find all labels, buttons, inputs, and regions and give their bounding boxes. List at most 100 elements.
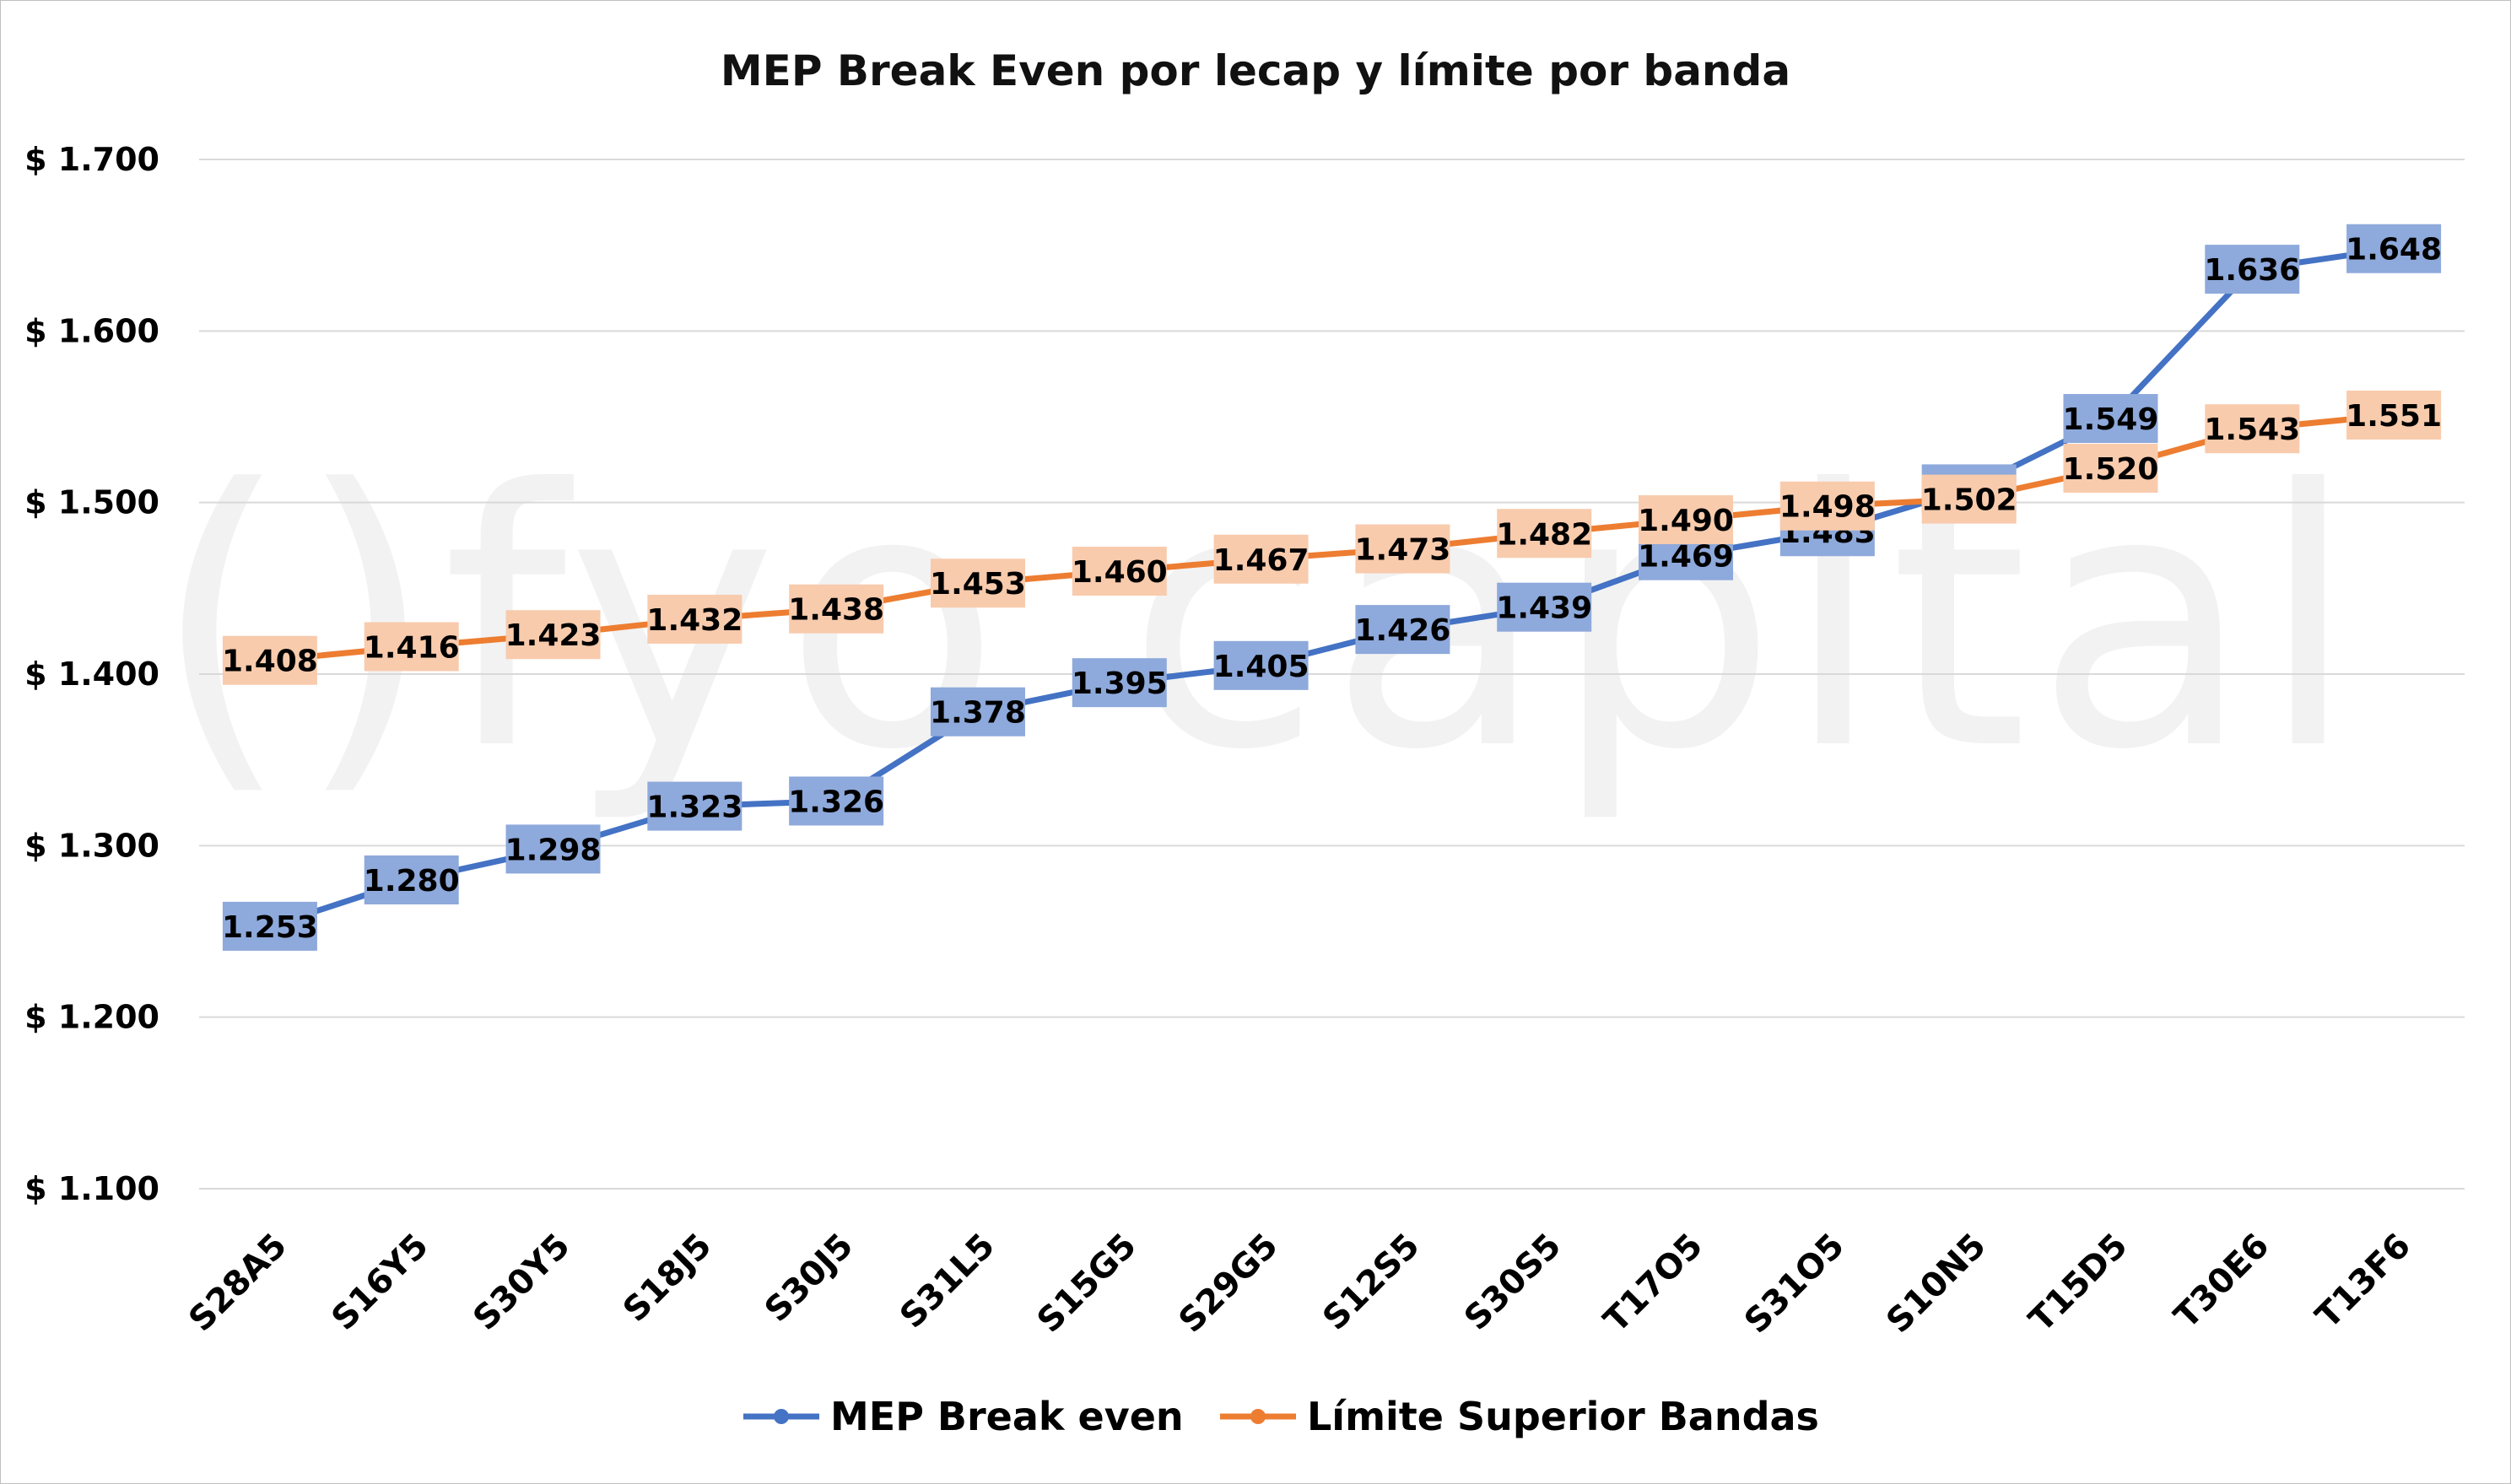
data-label: 1.423 [505, 618, 602, 653]
data-label: 1.438 [788, 593, 884, 628]
data-label: 1.253 [222, 910, 318, 945]
x-tick-label: S15G5 [1030, 1227, 1144, 1341]
data-label-box [930, 687, 1025, 737]
data-label-box [1497, 509, 1592, 559]
data-label-box [789, 584, 884, 634]
data-label: 1.326 [788, 785, 884, 819]
data-label: 1.469 [1638, 540, 1734, 575]
x-tick-label: T17O5 [1596, 1227, 1710, 1341]
x-tick-label: S16Y5 [324, 1227, 435, 1338]
data-label: 1.490 [1638, 504, 1734, 538]
data-label-box [2205, 245, 2300, 294]
legend-label-limite: Límite Superior Bandas [1307, 1394, 1819, 1439]
data-label-box [2346, 390, 2442, 440]
data-label-box [505, 610, 601, 660]
y-tick-label: $ 1.100 [24, 1170, 159, 1207]
data-label-box [1213, 534, 1309, 584]
data-label-box [647, 781, 742, 831]
x-tick-label: S18J5 [616, 1227, 719, 1330]
data-label: 1.520 [2063, 452, 2159, 487]
legend-item-mep[interactable]: MEP Break even [743, 1394, 1184, 1439]
data-label-box [1779, 481, 1875, 531]
watermark-logo: ()fyo capital [152, 415, 2364, 828]
data-labels-limite: 1.408 1.416 1.423 1.432 1.438 1.453 1.460 1.467… [222, 390, 2442, 685]
x-tick-label: S31L5 [893, 1227, 1002, 1336]
data-label-box [2346, 224, 2442, 273]
y-tick-label: $ 1.300 [24, 827, 159, 864]
data-label-box [1355, 605, 1450, 655]
x-tick-label: S30Y5 [466, 1227, 577, 1338]
series-layer: 1.253 1.280 1.298 1.323 1.326 1.378 1.395 1.405… [222, 224, 2442, 951]
legend-marker-mep [774, 1409, 789, 1424]
data-label-box [789, 776, 884, 826]
x-tick-label: T30E6 [2167, 1227, 2276, 1336]
data-label-box [930, 559, 1025, 608]
legend-label-mep: MEP Break even [830, 1394, 1184, 1439]
gridlines [199, 159, 2465, 1190]
data-label: 1.405 [1213, 650, 1310, 684]
data-label: 1.502 [1921, 483, 2017, 518]
y-tick-label: $ 1.200 [24, 999, 159, 1036]
data-label: 1.432 [646, 603, 742, 638]
data-label: 1.467 [1213, 543, 1310, 578]
series-line [267, 412, 2397, 664]
data-label: 1.543 [2204, 413, 2300, 447]
data-label-box [505, 824, 601, 874]
data-label-box [1355, 524, 1450, 574]
data-label: 1.395 [1072, 666, 1168, 701]
data-label: 1.636 [2204, 253, 2300, 288]
data-label: 1.323 [646, 791, 742, 825]
data-label: 1.280 [364, 864, 460, 898]
y-axis: $ 1.100 $ 1.200 $ 1.300 $ 1.400 $ 1.500 $ 1.6… [24, 141, 159, 1207]
x-tick-label: S31O5 [1737, 1227, 1852, 1341]
y-tick-label: $ 1.600 [24, 312, 159, 349]
data-label-box [2205, 404, 2300, 454]
data-label: 1.408 [222, 645, 318, 679]
data-label: 1.426 [1354, 613, 1450, 648]
chart-title: MEP Break Even por lecap y límite por ba… [721, 46, 1790, 95]
data-label: 1.549 [2063, 402, 2159, 437]
data-label-box [1497, 582, 1592, 632]
data-label: 1.439 [1496, 591, 1592, 626]
x-tick-label: S10N5 [1879, 1227, 1994, 1341]
data-label: 1.460 [1072, 555, 1168, 590]
x-tick-label: T15D5 [2022, 1227, 2135, 1340]
x-tick-label: S28A5 [181, 1227, 294, 1340]
data-label: 1.416 [364, 630, 460, 665]
legend: MEP Break even Límite Superior Bandas [743, 1394, 1819, 1439]
data-label: 1.298 [505, 833, 602, 867]
data-label-box [2063, 444, 2158, 493]
data-label: 1.482 [1496, 517, 1592, 552]
data-label: 1.453 [930, 567, 1026, 602]
data-label: 1.378 [930, 696, 1026, 731]
legend-item-limite[interactable]: Límite Superior Bandas [1220, 1394, 1819, 1439]
x-tick-label: S12S5 [1315, 1227, 1427, 1338]
data-label-box [364, 855, 459, 904]
data-label-box [1072, 658, 1167, 708]
x-tick-label: S29G5 [1172, 1227, 1286, 1341]
data-label: 1.498 [1779, 490, 1876, 525]
legend-marker-limite [1250, 1409, 1266, 1424]
data-label: 1.551 [2346, 399, 2442, 434]
data-label-box [222, 635, 317, 685]
y-tick-label: $ 1.700 [24, 141, 159, 178]
x-tick-label: T13F6 [2308, 1227, 2418, 1336]
data-label-box [364, 622, 459, 672]
data-label-box [1072, 547, 1167, 596]
y-tick-label: $ 1.500 [24, 484, 159, 521]
x-axis: S28A5 S16Y5 S30Y5 S18J5 S30J5 S31L5 S15G5 S29G5… [181, 1227, 2418, 1341]
data-label-box [1921, 474, 2017, 524]
y-tick-label: $ 1.400 [24, 656, 159, 693]
data-label-box [1639, 495, 1734, 544]
series-line [267, 246, 2397, 930]
data-label-box [222, 901, 317, 951]
data-label: 1.648 [2346, 233, 2442, 267]
x-tick-label: S30J5 [758, 1227, 861, 1330]
data-label-box [2063, 394, 2158, 444]
data-label: 1.473 [1354, 533, 1450, 568]
data-label-box [647, 594, 742, 644]
x-tick-label: S30S5 [1457, 1227, 1569, 1338]
data-label-box [1213, 640, 1309, 690]
